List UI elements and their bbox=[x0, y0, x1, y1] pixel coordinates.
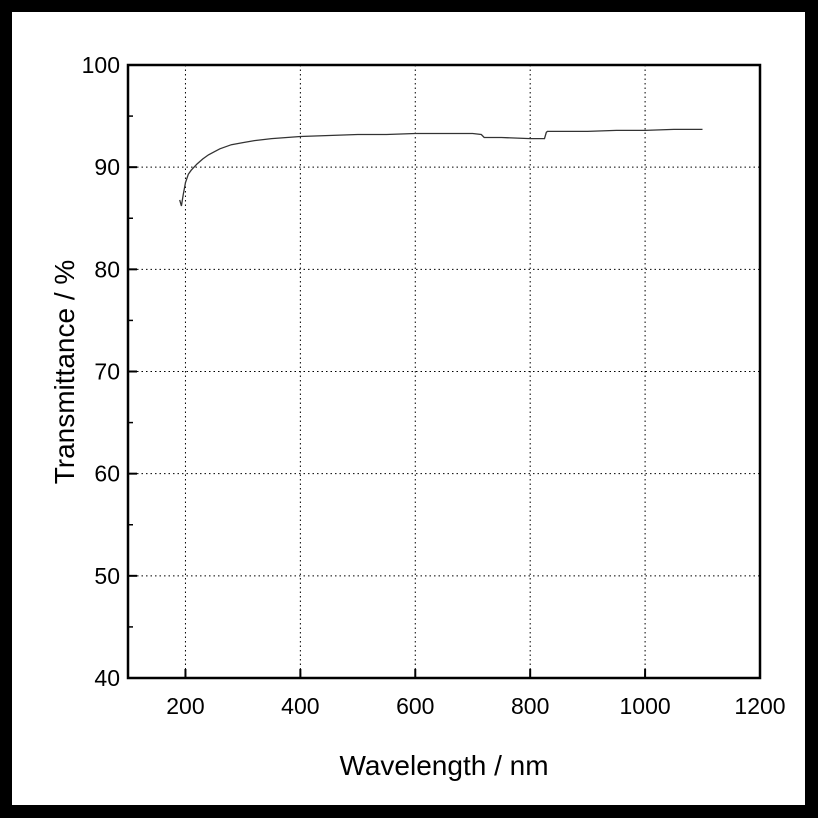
x-axis-title: Wavelength / nm bbox=[339, 750, 548, 781]
x-tick-label: 200 bbox=[166, 693, 204, 719]
x-tick-label: 600 bbox=[396, 693, 434, 719]
y-tick-label: 80 bbox=[94, 256, 120, 282]
x-tick-label: 1200 bbox=[734, 693, 785, 719]
y-tick-label: 70 bbox=[94, 359, 120, 385]
transmittance-chart: 200 400 600 800 1000 1200 40 50 60 70 80 90 100 Wav… bbox=[49, 52, 786, 781]
y-tick-label: 90 bbox=[94, 154, 120, 180]
x-tick-label: 800 bbox=[511, 693, 549, 719]
grid-lines bbox=[128, 65, 760, 678]
x-tick-label: 1000 bbox=[620, 693, 671, 719]
y-tick-label: 60 bbox=[94, 461, 120, 487]
y-tick-label: 40 bbox=[94, 665, 120, 691]
y-tick-label: 100 bbox=[82, 52, 120, 78]
transmittance-series-line bbox=[179, 128, 703, 207]
y-tick-label: 50 bbox=[94, 563, 120, 589]
minor-ticks bbox=[128, 115, 646, 678]
y-axis-title: Transmittance / % bbox=[49, 260, 80, 485]
chart-frame: 200 400 600 800 1000 1200 40 50 60 70 80 90 100 Wav… bbox=[12, 12, 805, 805]
x-tick-label: 400 bbox=[281, 693, 319, 719]
x-axis-ticks: 200 400 600 800 1000 1200 bbox=[166, 669, 786, 719]
y-axis-ticks: 40 50 60 70 80 90 100 bbox=[82, 52, 137, 691]
